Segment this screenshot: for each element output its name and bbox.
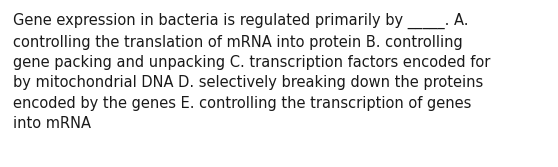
Text: Gene expression in bacteria is regulated primarily by _____. A.
controlling the : Gene expression in bacteria is regulated… [13,13,490,131]
